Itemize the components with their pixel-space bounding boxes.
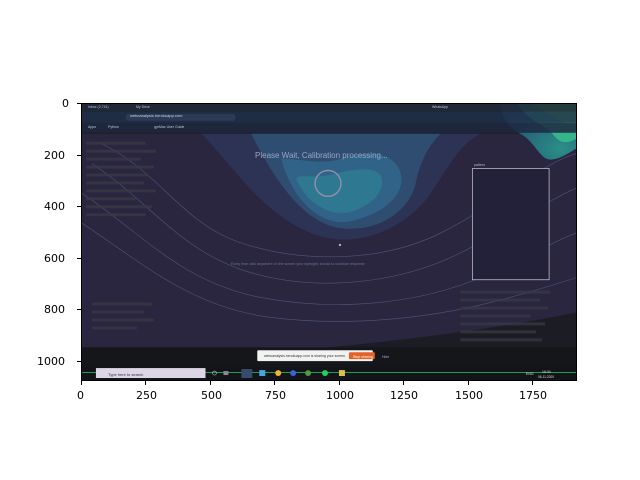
x-tick-label: 750: [265, 389, 286, 402]
hide-button[interactable]: Hide: [382, 355, 390, 359]
taskbar-language: ENG: [526, 372, 534, 376]
instruction-text: Every time click anywhere on the screen …: [231, 262, 365, 266]
y-tick-mark: [77, 103, 81, 104]
y-tick-label: 200: [44, 149, 65, 162]
bookmark-gprmax[interactable]: gprMax User Guide: [154, 125, 185, 129]
stop-sharing-button[interactable]: Stop sharing: [353, 355, 373, 359]
y-tick-label: 400: [44, 200, 65, 213]
tab-inbox[interactable]: Inbox (2,741): [88, 105, 109, 109]
y-tick-mark: [77, 258, 81, 259]
bookmark-python[interactable]: Python: [108, 125, 119, 129]
y-tick-mark: [77, 309, 81, 310]
x-tick-mark: [339, 381, 340, 385]
y-tick-label: 800: [44, 303, 65, 316]
share-bar-message: webcanalysis.herokuapp.com is sharing yo…: [264, 354, 347, 358]
tab-my-drive[interactable]: My Drive: [136, 105, 150, 109]
x-tick-mark: [274, 381, 275, 385]
taskbar-date: 06-11-2020: [538, 375, 555, 379]
panel-label: pattern: [474, 163, 485, 167]
x-tick-label: 500: [201, 389, 222, 402]
calibration-message: Please Wait, Calibration processing...: [255, 151, 388, 160]
x-tick-mark: [468, 381, 469, 385]
x-tick-label: 1500: [455, 389, 483, 402]
x-tick-mark: [81, 381, 82, 385]
x-tick-mark: [403, 381, 404, 385]
x-tick-label: 1250: [390, 389, 418, 402]
y-tick-label: 600: [44, 252, 65, 265]
x-tick-mark: [210, 381, 211, 385]
taskbar-time: 16:34: [542, 370, 551, 374]
y-tick-mark: [77, 155, 81, 156]
x-tick-label: 1750: [519, 389, 547, 402]
taskbar-search-input[interactable]: Type here to search: [108, 372, 144, 377]
screenshot-image: [82, 104, 576, 380]
x-tick-mark: [145, 381, 146, 385]
x-tick-mark: [532, 381, 533, 385]
y-tick-label: 1000: [37, 355, 65, 368]
tab-whatsapp[interactable]: WhatsApp: [432, 105, 449, 109]
x-tick-label: 250: [136, 389, 157, 402]
y-tick-mark: [77, 206, 81, 207]
bookmark-apps[interactable]: Apps: [88, 125, 96, 129]
plot-area: webcanalysis.herokuapp.com Apps Python g…: [81, 103, 577, 381]
y-tick-label: 0: [62, 97, 69, 110]
y-tick-mark: [77, 361, 81, 362]
x-tick-label: 1000: [326, 389, 354, 402]
browser-address: webcanalysis.herokuapp.com: [130, 113, 183, 118]
x-tick-label: 0: [77, 389, 84, 402]
